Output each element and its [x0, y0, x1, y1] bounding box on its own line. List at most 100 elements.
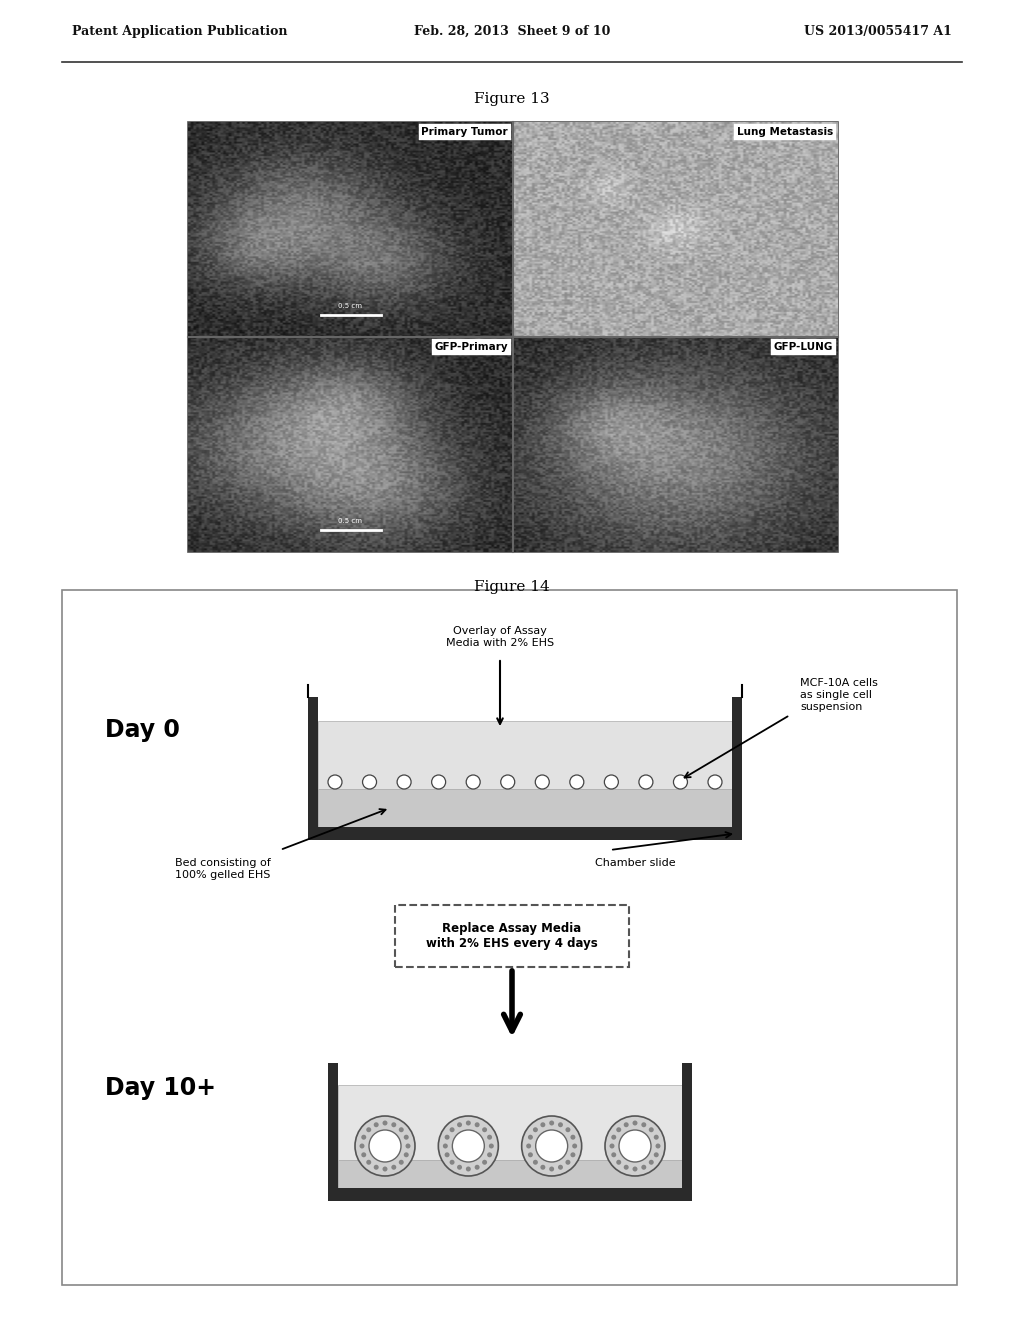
Circle shape	[391, 1122, 396, 1127]
Circle shape	[442, 1143, 447, 1148]
Circle shape	[708, 775, 722, 789]
Circle shape	[633, 1121, 638, 1126]
Circle shape	[475, 1164, 479, 1170]
Circle shape	[482, 1160, 487, 1164]
Circle shape	[403, 1135, 409, 1139]
Circle shape	[565, 1127, 570, 1133]
Bar	[732, 697, 742, 828]
Text: Day 0: Day 0	[105, 718, 180, 742]
Circle shape	[444, 1152, 450, 1158]
Circle shape	[639, 775, 653, 789]
Circle shape	[655, 1143, 660, 1148]
Bar	[318, 789, 732, 828]
Circle shape	[482, 1127, 487, 1133]
Circle shape	[328, 775, 342, 789]
Circle shape	[398, 1160, 403, 1164]
Circle shape	[361, 1135, 367, 1139]
Bar	[62, 590, 957, 1284]
Text: Primary Tumor: Primary Tumor	[421, 127, 508, 137]
Circle shape	[391, 1164, 396, 1170]
Circle shape	[528, 1135, 532, 1139]
Circle shape	[487, 1152, 493, 1158]
Circle shape	[605, 1115, 665, 1176]
Circle shape	[624, 1122, 629, 1127]
Text: US 2013/0055417 A1: US 2013/0055417 A1	[804, 25, 952, 38]
Circle shape	[397, 775, 411, 789]
Circle shape	[536, 1130, 567, 1162]
Circle shape	[641, 1122, 646, 1127]
Bar	[188, 121, 838, 552]
Circle shape	[453, 1130, 484, 1162]
Bar	[328, 1063, 338, 1188]
Circle shape	[450, 1160, 455, 1164]
FancyBboxPatch shape	[395, 906, 629, 968]
Circle shape	[558, 1164, 563, 1170]
Circle shape	[369, 1130, 401, 1162]
Circle shape	[362, 775, 377, 789]
Circle shape	[528, 1152, 532, 1158]
Bar	[682, 1063, 692, 1188]
Text: 0.5 cm: 0.5 cm	[339, 517, 362, 524]
Text: Figure 13: Figure 13	[474, 92, 550, 106]
Circle shape	[570, 1135, 575, 1139]
Circle shape	[355, 1115, 415, 1176]
Circle shape	[569, 775, 584, 789]
Circle shape	[616, 1127, 622, 1133]
Circle shape	[653, 1152, 658, 1158]
Circle shape	[466, 1121, 471, 1126]
Circle shape	[624, 1164, 629, 1170]
Circle shape	[549, 1121, 554, 1126]
Text: Overlay of Assay
Media with 2% EHS: Overlay of Assay Media with 2% EHS	[445, 627, 554, 648]
Text: MCF-10A cells
as single cell
suspension: MCF-10A cells as single cell suspension	[800, 678, 878, 711]
Circle shape	[532, 1127, 538, 1133]
Circle shape	[367, 1160, 372, 1164]
Circle shape	[616, 1160, 622, 1164]
Text: Patent Application Publication: Patent Application Publication	[72, 25, 288, 38]
Circle shape	[653, 1135, 658, 1139]
Text: Chamber slide: Chamber slide	[595, 858, 676, 869]
Text: 0.5 cm: 0.5 cm	[339, 304, 362, 309]
Circle shape	[609, 1143, 614, 1148]
Text: GFP-LUNG: GFP-LUNG	[773, 342, 833, 352]
Circle shape	[674, 775, 687, 789]
Circle shape	[359, 1143, 365, 1148]
Circle shape	[526, 1143, 531, 1148]
Bar	[308, 828, 742, 840]
Circle shape	[444, 1135, 450, 1139]
Bar	[318, 721, 732, 789]
Circle shape	[570, 1152, 575, 1158]
Circle shape	[618, 1130, 651, 1162]
Circle shape	[432, 775, 445, 789]
Bar	[308, 697, 318, 828]
Circle shape	[466, 1167, 471, 1172]
Circle shape	[541, 1164, 546, 1170]
Text: Lung Metastasis: Lung Metastasis	[736, 127, 833, 137]
Circle shape	[604, 775, 618, 789]
Circle shape	[558, 1122, 563, 1127]
Circle shape	[466, 775, 480, 789]
Circle shape	[457, 1164, 462, 1170]
Text: Feb. 28, 2013  Sheet 9 of 10: Feb. 28, 2013 Sheet 9 of 10	[414, 25, 610, 38]
Circle shape	[475, 1122, 479, 1127]
Circle shape	[403, 1152, 409, 1158]
Circle shape	[611, 1152, 616, 1158]
Circle shape	[541, 1122, 546, 1127]
Text: GFP-Primary: GFP-Primary	[434, 342, 508, 352]
Circle shape	[487, 1135, 493, 1139]
Circle shape	[438, 1115, 499, 1176]
Circle shape	[532, 1160, 538, 1164]
Bar	[338, 1085, 682, 1160]
Bar	[328, 1188, 692, 1201]
Circle shape	[383, 1167, 387, 1172]
Bar	[338, 1160, 682, 1188]
Circle shape	[406, 1143, 411, 1148]
Circle shape	[611, 1135, 616, 1139]
Circle shape	[641, 1164, 646, 1170]
Text: Bed consisting of
100% gelled EHS: Bed consisting of 100% gelled EHS	[175, 858, 270, 879]
Circle shape	[565, 1160, 570, 1164]
Circle shape	[521, 1115, 582, 1176]
Circle shape	[383, 1121, 387, 1126]
Circle shape	[367, 1127, 372, 1133]
Circle shape	[633, 1167, 638, 1172]
Circle shape	[649, 1160, 653, 1164]
